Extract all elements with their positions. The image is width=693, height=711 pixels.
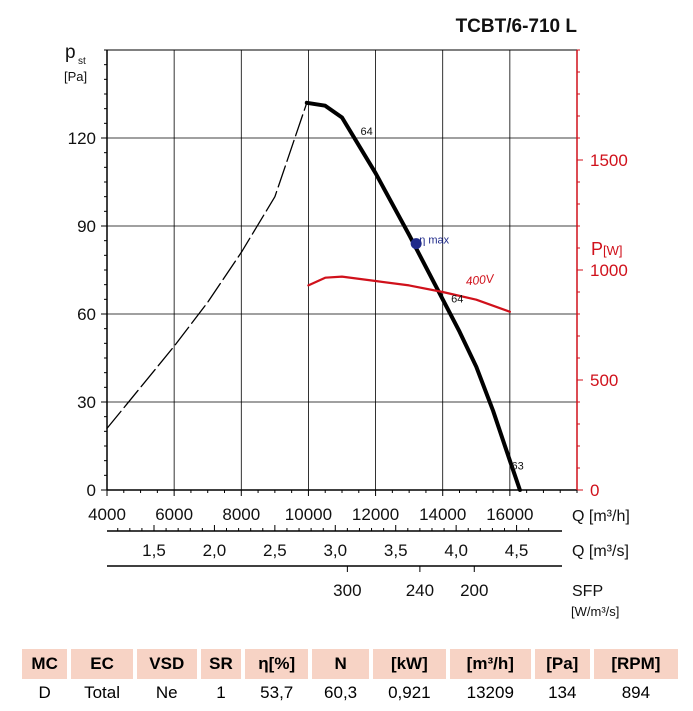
sec-tick-label: 2,5	[263, 541, 287, 560]
x-tick-label: 14000	[419, 505, 466, 524]
left-tick-label: 0	[87, 481, 96, 500]
left-tick-label: 60	[77, 305, 96, 324]
spec-header-cell: SR	[200, 649, 242, 679]
annotation-label: 64	[451, 293, 463, 305]
right-tick-label: 1500	[590, 151, 628, 170]
x-tick-label: 12000	[352, 505, 399, 524]
left-axis-label-sub: st	[78, 56, 86, 67]
annotation-label: 400V	[465, 271, 495, 288]
spec-value-cell: 1	[216, 683, 226, 702]
series-line-400V	[307, 275, 511, 313]
secondary-axis-ticks: 1,5 2,0 2,5 3,0 3,5 4,0 4,5	[117, 525, 530, 560]
spec-value-cell: Ne	[155, 683, 178, 702]
chart-title: TCBT/6-710 L	[456, 16, 578, 37]
sfp-axis-unit: [W/m³/s]	[571, 604, 619, 619]
spec-header-cell: [m³/h]	[449, 649, 531, 679]
left-axis-unit: [Pa]	[64, 69, 87, 84]
spec-value-cell: 894	[621, 683, 651, 702]
spec-header-cell: [kW]	[372, 649, 446, 679]
right-axis-label-main: P	[591, 239, 603, 259]
spec-header-cell: η[%]	[245, 649, 309, 679]
right-tick-label: 0	[590, 481, 599, 500]
spec-header-cell: MC	[22, 649, 68, 679]
x-axis-ticks: 4000 6000 8000 10000 12000 14000 16000	[88, 490, 578, 524]
left-axis-ticks: 0 30 60 90 120	[68, 49, 107, 500]
right-axis-ticks: 0 500 1000 1500	[576, 49, 628, 500]
series-group	[106, 100, 522, 492]
eta-max-point	[410, 238, 422, 250]
sec-tick-label: 2,0	[203, 541, 227, 560]
fan-performance-chart: TCBT/6-710 L p st [Pa] P [W] 0306090120 …	[64, 16, 630, 619]
spec-value-cell: 134	[548, 683, 577, 702]
secondary-axis-label: Q [m³/s]	[572, 543, 629, 560]
sec-tick-label: 1,5	[142, 541, 166, 560]
sfp-axis-ticks: 300 240 200	[333, 566, 488, 600]
annotations-group: 64 64 63 η max 400V	[360, 126, 523, 472]
annotation-label: 64	[360, 126, 372, 138]
sfp-tick-label: 240	[406, 581, 434, 600]
right-tick-label: 500	[590, 371, 618, 390]
spec-header-cell: [Pa]	[534, 649, 590, 679]
sec-tick-label: 4,5	[505, 541, 529, 560]
annotation-label: 63	[512, 460, 524, 472]
x-tick-label: 4000	[88, 505, 126, 524]
spec-value-cell: D	[38, 683, 51, 702]
spec-header-cell: EC	[71, 649, 133, 679]
left-tick-label: 90	[77, 217, 96, 236]
fan-spec-table: MC EC VSD SR η[%] N [kW] [m³/h] [Pa] [RPM] D Total…	[18, 649, 682, 707]
x-tick-label: 16000	[486, 505, 533, 524]
left-tick-label: 120	[68, 129, 96, 148]
spec-value-cell: 60,3	[324, 683, 358, 702]
right-axis-unit: [W]	[603, 243, 623, 258]
sfp-tick-label: 200	[460, 581, 488, 600]
annotation-label: η max	[419, 235, 449, 247]
spec-value-cell: 13209	[466, 683, 514, 702]
spec-header-cell: VSD	[136, 649, 197, 679]
x-tick-label: 8000	[222, 505, 260, 524]
left-tick-label: 30	[77, 393, 96, 412]
left-axis-label-main: p	[65, 42, 76, 63]
x-tick-label: 6000	[155, 505, 193, 524]
spec-header-cell: N	[312, 649, 369, 679]
spec-table-values: D Total Ne 1 53,7 60,3 0,921 13209 134 894	[22, 679, 678, 707]
series-line-pressure	[304, 100, 522, 492]
x-tick-label: 10000	[285, 505, 332, 524]
x-axis-label: Q [m³/h]	[572, 508, 630, 525]
spec-value-cell: 53,7	[260, 683, 294, 702]
right-axis-label: P [W]	[591, 239, 623, 259]
spec-header-cell: [RPM]	[593, 649, 678, 679]
sec-tick-label: 3,0	[323, 541, 347, 560]
sec-tick-label: 3,5	[384, 541, 408, 560]
right-tick-label: 1000	[590, 261, 628, 280]
series-line-stall	[106, 102, 308, 430]
spec-table-header: MC EC VSD SR η[%] N [kW] [m³/h] [Pa] [RPM]	[22, 649, 678, 679]
sfp-axis-label: SFP	[572, 583, 603, 600]
sfp-tick-label: 300	[333, 581, 361, 600]
left-axis-label: p st [Pa]	[64, 42, 87, 84]
spec-value-cell: Total	[84, 683, 121, 702]
spec-value-cell: 0,921	[388, 683, 431, 702]
sec-tick-label: 4,0	[444, 541, 468, 560]
